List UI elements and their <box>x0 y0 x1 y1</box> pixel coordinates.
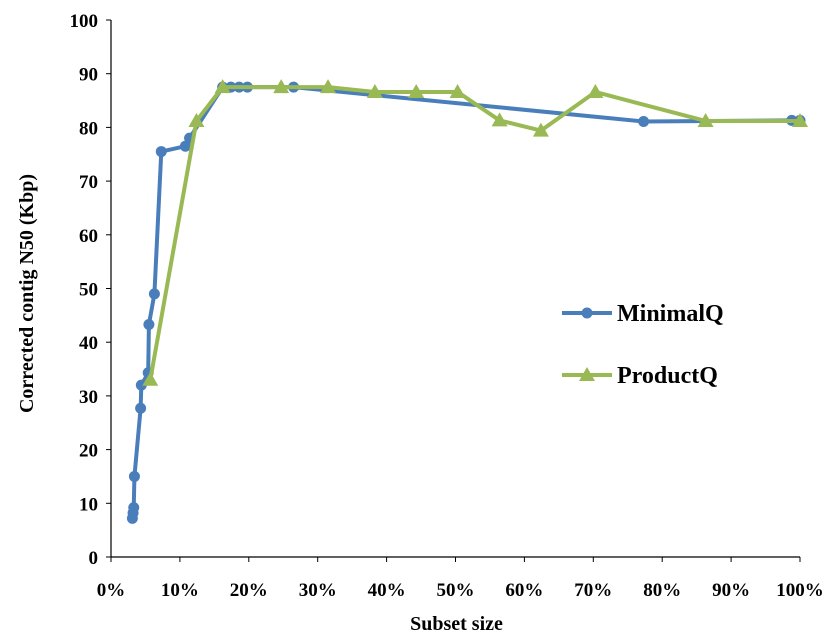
legend: MinimalQ ProductQ <box>562 301 724 389</box>
series-productq <box>142 79 808 386</box>
data-point-triangle <box>792 112 808 127</box>
data-point-triangle <box>320 79 337 94</box>
y-tick-label: 100 <box>70 11 99 32</box>
x-tick-label: 50% <box>437 580 475 601</box>
y-tick-label: 10 <box>79 494 98 515</box>
data-point-triangle <box>366 83 383 98</box>
y-axis-title: Corrected contig N50 (Kbp) <box>16 174 38 413</box>
series-line <box>148 85 802 382</box>
x-tick-label: 70% <box>574 580 612 601</box>
data-point-circle <box>128 470 140 482</box>
x-tick-label: 80% <box>643 580 681 601</box>
data-point-triangle <box>532 122 549 137</box>
y-tick-label: 60 <box>79 226 98 247</box>
data-point-circle <box>135 379 147 391</box>
x-axis-title: Subset size <box>410 613 503 635</box>
legend-item-productq: ProductQ <box>562 363 718 389</box>
data-point-triangle <box>587 83 604 98</box>
y-tick-label: 80 <box>79 118 98 139</box>
legend-item-minimalq: MinimalQ <box>562 301 724 327</box>
series-layer <box>126 79 808 524</box>
y-tick-label: 70 <box>79 172 98 193</box>
y-tick-label: 0 <box>89 548 99 569</box>
data-point-triangle <box>697 112 714 127</box>
x-tick-label: 0% <box>97 580 126 601</box>
x-tick-label: 100% <box>776 580 824 601</box>
legend-label: MinimalQ <box>617 301 724 327</box>
data-point-triangle <box>188 112 205 127</box>
data-point-triangle <box>214 79 231 94</box>
x-tick-label: 30% <box>299 580 337 601</box>
data-point-triangle <box>273 79 290 94</box>
legend-label: ProductQ <box>617 363 718 389</box>
data-point-circle <box>155 146 167 158</box>
data-point-triangle <box>579 367 595 381</box>
x-tick-label: 90% <box>712 580 750 601</box>
data-point-circle <box>135 402 147 414</box>
x-tick-label: 20% <box>230 580 268 601</box>
data-point-triangle <box>142 371 159 386</box>
data-point-circle <box>638 115 650 127</box>
data-point-circle <box>148 288 160 300</box>
data-point-circle <box>128 502 140 514</box>
y-tick-label: 90 <box>79 65 98 86</box>
y-tick-labels: 0 10 20 30 40 50 60 70 80 90 100 <box>70 11 111 569</box>
y-tick-label: 20 <box>79 441 98 462</box>
x-tick-label: 10% <box>161 580 199 601</box>
data-point-triangle <box>491 112 508 127</box>
y-tick-label: 40 <box>79 333 98 354</box>
x-tick-label: 60% <box>505 580 543 601</box>
data-point-triangle <box>408 83 425 98</box>
y-tick-label: 30 <box>79 387 98 408</box>
data-point-circle <box>143 318 155 330</box>
y-tick-label: 50 <box>79 280 98 301</box>
x-tick-labels: 0% 10% 20% 30% 40% 50% 60% 70% 80% 90% 100% <box>97 557 824 601</box>
data-point-triangle <box>449 83 466 98</box>
data-point-circle <box>581 307 593 319</box>
x-tick-label: 40% <box>368 580 406 601</box>
